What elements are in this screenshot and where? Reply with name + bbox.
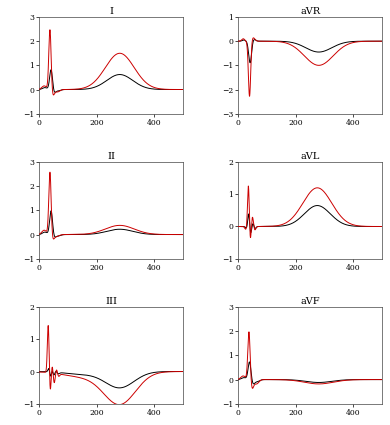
Title: aVF: aVF xyxy=(300,297,320,306)
Title: I: I xyxy=(109,7,113,16)
Title: aVR: aVR xyxy=(300,7,320,16)
Title: III: III xyxy=(105,297,117,306)
Title: II: II xyxy=(107,152,115,161)
Title: aVL: aVL xyxy=(300,152,320,161)
